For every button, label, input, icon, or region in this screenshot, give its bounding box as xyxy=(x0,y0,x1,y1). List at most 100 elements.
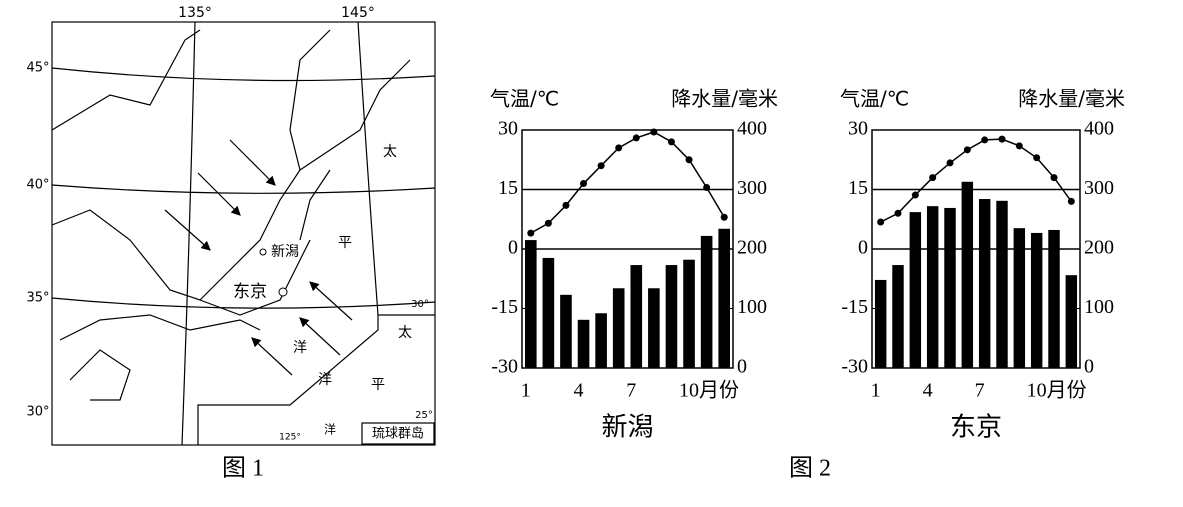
temperature-point xyxy=(1033,154,1041,162)
map-label: 125° xyxy=(279,433,301,443)
y2-tick-label: 100 xyxy=(737,296,767,318)
temperature-line xyxy=(530,131,725,234)
y-tick-label: 15 xyxy=(498,177,518,199)
temperature-point xyxy=(894,209,902,217)
y-tick-label: 15 xyxy=(848,177,868,199)
bar xyxy=(1013,228,1026,368)
map-label: 135° xyxy=(178,5,212,21)
y-tick-label: 0 xyxy=(508,237,518,259)
bar xyxy=(1048,229,1060,368)
y2-tick-label: 400 xyxy=(737,118,767,140)
y2-tick-label: 0 xyxy=(1084,356,1094,378)
map-label: 45° xyxy=(26,61,49,76)
bar xyxy=(944,207,956,368)
y-tick-label: -15 xyxy=(491,296,518,318)
temperature-point xyxy=(685,156,693,164)
temperature-point xyxy=(998,135,1006,143)
bar xyxy=(665,265,678,368)
parallel xyxy=(51,67,436,82)
map-label: 30° xyxy=(26,405,49,420)
temperature-point xyxy=(615,144,623,152)
y2-tick-label: 0 xyxy=(737,356,747,378)
y-tick-label: 30 xyxy=(848,118,868,140)
x-tick-label: 7 xyxy=(626,380,636,402)
arrow xyxy=(299,317,341,356)
map-label: 平 xyxy=(338,235,352,251)
temperature-point xyxy=(720,213,728,221)
chart-title: 新潟 xyxy=(601,413,653,443)
y2-tick-label: 200 xyxy=(1084,237,1114,259)
arrow xyxy=(309,281,353,321)
y-tick-label: -30 xyxy=(491,356,518,378)
x-tick-label: 10月份 xyxy=(679,379,739,402)
bar xyxy=(961,181,974,368)
inset-border xyxy=(197,314,435,445)
arrow xyxy=(164,209,211,251)
y2-axis-label: 降水量/毫米 xyxy=(1018,87,1125,111)
y-tick-label: 0 xyxy=(858,237,868,259)
map-label: 东京 xyxy=(233,282,267,302)
x-tick-label: 1 xyxy=(521,380,531,402)
map-label: 25° xyxy=(415,410,433,421)
map-label: 洋 xyxy=(293,340,307,356)
chart-title: 东京 xyxy=(950,413,1002,443)
y-tick-label: -15 xyxy=(841,296,868,318)
map-label: 太 xyxy=(398,325,412,341)
map-label: 40° xyxy=(26,178,49,193)
y2-tick-label: 300 xyxy=(737,177,767,199)
y2-tick-label: 200 xyxy=(737,237,767,259)
x-tick-label: 7 xyxy=(975,380,985,402)
bar xyxy=(577,319,590,368)
bar xyxy=(700,235,713,368)
bar xyxy=(1030,232,1043,368)
city-marker xyxy=(259,248,267,256)
temperature-point xyxy=(877,218,885,226)
meridian xyxy=(181,21,196,446)
bar xyxy=(648,288,660,368)
y2-axis-label: 降水量/毫米 xyxy=(671,87,778,111)
bar xyxy=(683,259,695,368)
bar xyxy=(978,199,991,368)
map-label: 洋 xyxy=(324,422,336,437)
x-tick-label: 4 xyxy=(574,380,584,402)
arrow xyxy=(251,337,293,376)
map-label: 30° xyxy=(411,299,429,310)
y2-tick-label: 300 xyxy=(1084,177,1114,199)
temperature-point xyxy=(667,138,675,146)
temperature-point xyxy=(929,174,937,182)
bar xyxy=(996,200,1008,368)
x-tick-label: 1 xyxy=(871,380,881,402)
parallel xyxy=(51,297,436,309)
temperature-point xyxy=(632,134,640,142)
temperature-point xyxy=(963,146,971,154)
temperature-point xyxy=(981,136,989,144)
y-tick-label: -30 xyxy=(841,356,868,378)
temperature-point xyxy=(1050,174,1058,182)
bar xyxy=(524,240,537,368)
map-label: 太 xyxy=(383,144,397,160)
x-tick-label: 10月份 xyxy=(1027,379,1087,402)
bar xyxy=(1065,275,1078,368)
map-label: 琉球群岛 xyxy=(372,426,424,442)
y2-tick-label: 100 xyxy=(1084,296,1114,318)
map xyxy=(51,21,436,446)
map-label: 洋 xyxy=(318,372,332,388)
temperature-point xyxy=(562,201,570,209)
meridian xyxy=(357,21,379,316)
temperature-point xyxy=(946,159,954,167)
arrow xyxy=(229,139,276,186)
temperature-point xyxy=(1067,197,1075,205)
temperature-point xyxy=(527,229,535,237)
y-axis-label: 气温/℃ xyxy=(490,87,559,111)
temperature-point xyxy=(544,219,552,227)
y-tick-label: 30 xyxy=(498,118,518,140)
arrow xyxy=(197,172,241,216)
temperature-point xyxy=(703,184,711,192)
temperature-point xyxy=(650,128,658,136)
map-label: 新潟 xyxy=(271,244,299,260)
temperature-point xyxy=(911,191,919,199)
bar xyxy=(560,294,572,368)
